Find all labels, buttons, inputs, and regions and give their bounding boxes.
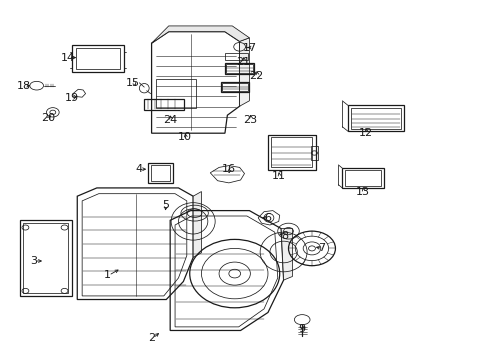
Bar — [150, 165, 170, 181]
Bar — [347, 105, 404, 131]
Polygon shape — [281, 229, 292, 280]
Text: 10: 10 — [178, 132, 191, 142]
Bar — [350, 108, 401, 129]
Bar — [23, 223, 68, 293]
Bar — [144, 99, 184, 110]
Polygon shape — [151, 26, 249, 43]
Bar — [271, 137, 312, 167]
Polygon shape — [239, 38, 249, 106]
Bar — [76, 48, 120, 69]
Bar — [267, 135, 315, 170]
Text: 7: 7 — [318, 243, 325, 253]
Text: 9: 9 — [298, 324, 305, 334]
Text: 15: 15 — [126, 78, 140, 88]
Text: 18: 18 — [17, 81, 30, 91]
Text: 14: 14 — [61, 53, 74, 63]
Bar — [147, 163, 173, 183]
Bar — [20, 220, 72, 296]
Text: 3: 3 — [30, 256, 37, 266]
Bar — [342, 168, 383, 188]
Text: 1: 1 — [104, 270, 111, 280]
Text: 2: 2 — [148, 333, 155, 343]
Text: 12: 12 — [358, 128, 372, 138]
Text: 17: 17 — [243, 42, 257, 53]
Text: 19: 19 — [65, 93, 79, 103]
Bar — [310, 146, 318, 160]
Bar — [224, 53, 248, 60]
Bar — [72, 45, 123, 72]
Bar — [224, 63, 254, 74]
Bar — [222, 83, 247, 91]
Text: 5: 5 — [162, 200, 168, 210]
Text: 4: 4 — [136, 164, 142, 174]
Text: 23: 23 — [243, 114, 257, 125]
Text: 16: 16 — [222, 164, 235, 174]
Text: 21: 21 — [236, 57, 250, 67]
Text: 22: 22 — [249, 71, 264, 81]
Bar — [221, 82, 249, 92]
Text: 8: 8 — [281, 231, 287, 241]
Text: 11: 11 — [271, 171, 285, 181]
Text: 20: 20 — [41, 113, 55, 123]
Text: 13: 13 — [355, 186, 369, 197]
Bar — [156, 79, 195, 108]
Bar — [226, 64, 252, 73]
Text: 24: 24 — [163, 114, 177, 125]
Bar — [344, 170, 381, 186]
Polygon shape — [193, 192, 201, 257]
Text: 6: 6 — [264, 213, 271, 223]
